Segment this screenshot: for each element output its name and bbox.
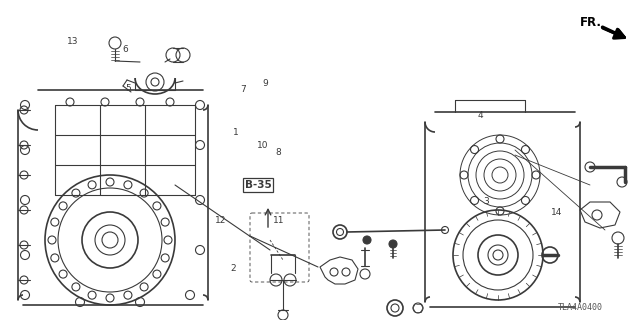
Text: 3: 3 — [484, 197, 489, 206]
Text: TLA4A0400: TLA4A0400 — [557, 303, 602, 313]
Text: 5: 5 — [125, 84, 131, 92]
Text: 14: 14 — [551, 208, 563, 217]
Text: 7: 7 — [241, 85, 246, 94]
Circle shape — [389, 240, 397, 248]
Circle shape — [363, 236, 371, 244]
Text: 9: 9 — [263, 79, 268, 88]
Text: 11: 11 — [273, 216, 284, 225]
Text: 10: 10 — [257, 141, 268, 150]
Text: 8: 8 — [276, 148, 281, 156]
Text: B-35: B-35 — [244, 180, 271, 190]
Text: 1: 1 — [233, 128, 238, 137]
Text: 13: 13 — [67, 37, 78, 46]
Text: 4: 4 — [477, 111, 483, 120]
Text: 12: 12 — [215, 216, 227, 225]
Text: FR.: FR. — [580, 15, 602, 28]
Text: 2: 2 — [231, 264, 236, 273]
Text: 6: 6 — [122, 45, 127, 54]
